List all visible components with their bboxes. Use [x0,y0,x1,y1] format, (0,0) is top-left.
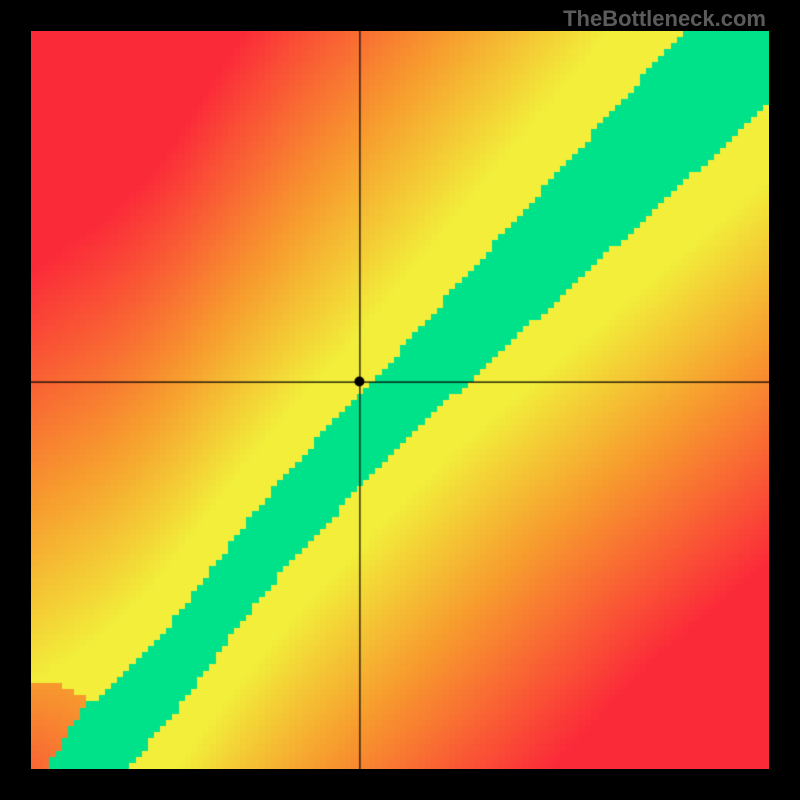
chart-frame: TheBottleneck.com [0,0,800,800]
plot-area [31,31,769,769]
watermark-text: TheBottleneck.com [563,6,766,32]
crosshair-overlay [31,31,769,769]
